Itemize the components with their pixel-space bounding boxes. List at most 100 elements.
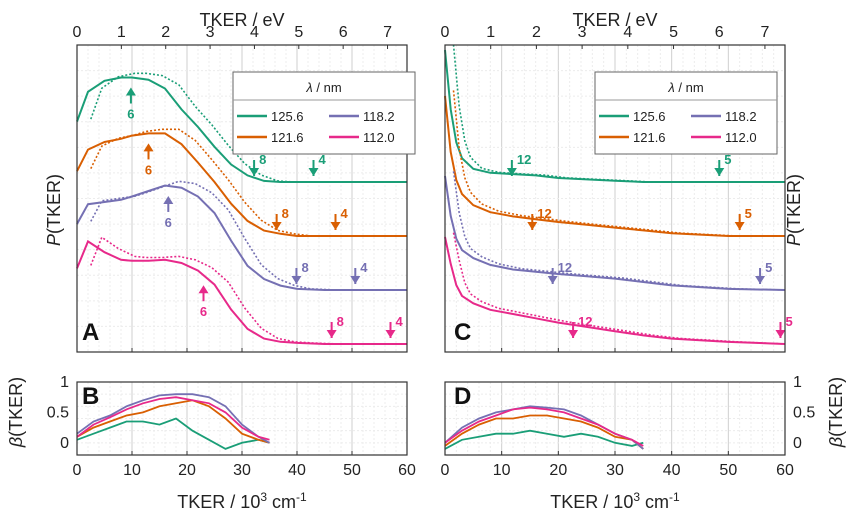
legend-label-118.2: 118.2: [363, 109, 395, 124]
series-dotted-112.0: [90, 236, 407, 345]
marker-arrowhead-121.6: [143, 143, 154, 152]
series-line-121.6: [76, 132, 407, 237]
marker-arrowhead-112.0: [385, 330, 396, 338]
marker-arrowhead-121.6: [527, 222, 538, 230]
marker-arrowhead-118.2: [547, 276, 558, 284]
marker-arrowhead-125.6: [308, 168, 319, 176]
legend-label-112.0: 112.0: [725, 130, 757, 145]
top-axis-title-left: TKER / eV: [199, 10, 284, 30]
marker-label-121.6: 4: [341, 206, 349, 221]
series-dotted-121.6: [452, 90, 785, 237]
series-dotted-125.6: [90, 72, 407, 183]
marker-label-112.0: 4: [396, 314, 404, 329]
marker-label-112.0: 12: [578, 314, 592, 329]
marker-arrowhead-118.2: [755, 276, 766, 284]
top-tick-label: 7: [760, 24, 769, 41]
top-tick-label: 7: [383, 24, 392, 41]
beta-line-125.6: [444, 429, 644, 450]
beta-tick-label: 0.5: [47, 404, 69, 421]
legend-label-121.6: 121.6: [271, 130, 304, 145]
marker-label-125.6: 8: [259, 152, 266, 167]
bottom-tick-label: 20: [178, 462, 196, 479]
marker-label-121.6: 5: [745, 206, 752, 221]
top-tick-label: 2: [532, 24, 541, 41]
bottom-tick-label: 10: [493, 462, 511, 479]
marker-arrowhead-125.6: [125, 87, 136, 96]
marker-label-118.2: 8: [301, 260, 308, 275]
series-line-112.0: [444, 236, 786, 345]
bottom-tick-label: 30: [606, 462, 624, 479]
top-tick-label: 5: [294, 24, 303, 41]
top-tick-label: 5: [669, 24, 678, 41]
beta-line-118.2: [76, 393, 270, 444]
beta-line-112.0: [444, 406, 644, 447]
beta-line-121.6: [76, 399, 270, 444]
bottom-tick-label: 40: [663, 462, 681, 479]
top-tick-label: 1: [117, 24, 126, 41]
beta-tick-label: 0: [60, 435, 69, 452]
p-ylabel-left: P(TKER): [44, 174, 64, 246]
legend-items-a: 125.6 118.2 121.6 112.0: [237, 109, 395, 145]
marker-label-118.2: 4: [360, 260, 368, 275]
marker-arrowhead-125.6: [714, 168, 725, 176]
marker-arrowhead-118.2: [291, 276, 302, 284]
series-line-125.6: [76, 76, 407, 183]
bottom-tick-label: 50: [719, 462, 737, 479]
bottom-tick-label: 30: [233, 462, 251, 479]
beta-line-125.6: [76, 417, 270, 450]
marker-arrowhead-112.0: [775, 330, 786, 338]
marker-label-125.6: 12: [517, 152, 531, 167]
series-line-121.6: [444, 95, 785, 237]
beta-ylabel-right: β(TKER): [826, 377, 846, 448]
bottom-tick-label: 40: [288, 462, 306, 479]
marker-label-112.0: 8: [337, 314, 344, 329]
lines-layer: [76, 44, 786, 450]
bottom-tick-label: 10: [123, 462, 141, 479]
marker-arrowhead-112.0: [568, 330, 579, 338]
marker-arrowhead-121.6: [330, 222, 341, 230]
marker-arrowhead-112.0: [198, 285, 209, 294]
beta-ylabel-left: β(TKER): [6, 377, 26, 448]
marker-arrowhead-118.2: [350, 276, 361, 284]
top-tick-label: 4: [623, 24, 632, 41]
bottom-tick-label: 60: [398, 462, 416, 479]
beta-line-121.6: [444, 414, 644, 450]
panel-letter-d: D: [454, 383, 471, 410]
legend-items-c: 125.6 118.2 121.6 112.0: [599, 109, 757, 145]
marker-arrowhead-125.6: [506, 168, 517, 176]
svg-text:λ / nm: λ / nm: [667, 80, 703, 95]
series-line-118.2: [444, 175, 786, 291]
marker-label-125.6: 6: [127, 107, 134, 122]
top-tick-label: 3: [578, 24, 587, 41]
top-tick-label: 6: [339, 24, 348, 41]
marker-label-121.6: 12: [537, 206, 551, 221]
panel-letter-c: C: [454, 319, 471, 346]
bottom-tick-label: 60: [776, 462, 794, 479]
bottom-axis-title-right: TKER / 103 cm-1: [550, 490, 680, 512]
top-tick-label: 4: [250, 24, 259, 41]
panel-letter-a: A: [82, 319, 99, 346]
top-tick-label: 6: [715, 24, 724, 41]
top-tick-label: 3: [206, 24, 215, 41]
marker-label-118.2: 6: [165, 215, 172, 230]
legend-label-125.6: 125.6: [271, 109, 304, 124]
beta-tick-label: 1: [60, 374, 69, 391]
bottom-tick-label: 20: [549, 462, 567, 479]
marker-label-121.6: 6: [145, 162, 152, 177]
beta-tick-label: 1: [793, 374, 802, 391]
series-dotted-121.6: [90, 128, 407, 237]
series-dotted-118.2: [452, 171, 786, 291]
marker-arrowhead-118.2: [163, 195, 174, 204]
series-dotted-118.2: [90, 180, 407, 291]
legend-label-112.0: 112.0: [363, 130, 395, 145]
legend-c: λ / nm 125.6 118.2 121.6 112.0: [594, 71, 778, 155]
marker-label-118.2: 5: [765, 260, 772, 275]
top-tick-label: 0: [73, 24, 82, 41]
beta-line-112.0: [76, 396, 270, 441]
marker-label-121.6: 8: [282, 206, 289, 221]
beta-tick-label: 0.5: [793, 404, 815, 421]
beta-tick-label: 0: [793, 435, 802, 452]
series-dotted-125.6: [452, 44, 785, 183]
